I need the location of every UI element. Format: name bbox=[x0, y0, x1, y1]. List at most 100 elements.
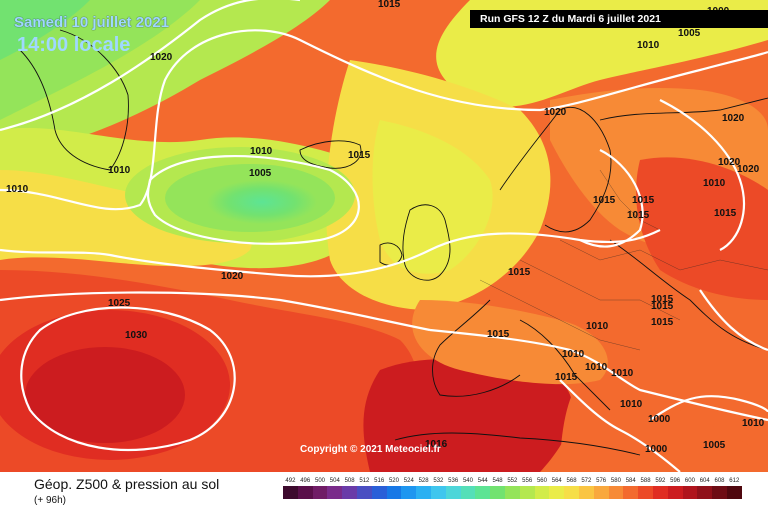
scale-cell: 612 bbox=[726, 477, 742, 499]
scale-swatch bbox=[534, 486, 550, 499]
isobar-label: 1015 bbox=[378, 0, 401, 10]
isobar-label: 1016 bbox=[425, 439, 448, 450]
scale-swatch bbox=[371, 486, 387, 499]
scale-label: 608 bbox=[714, 478, 725, 484]
isobar-label: 1015 bbox=[632, 195, 655, 206]
scale-label: 588 bbox=[640, 478, 651, 484]
isobar-label: 1010 bbox=[108, 165, 131, 176]
scale-swatch bbox=[682, 486, 698, 499]
scale-label: 564 bbox=[551, 478, 562, 484]
scale-label: 612 bbox=[729, 478, 740, 484]
isobar-label: 1015 bbox=[714, 208, 737, 219]
run-banner: Run GFS 12 Z du Mardi 6 juillet 2021 bbox=[470, 10, 768, 28]
scale-swatch bbox=[416, 486, 431, 499]
isobar-label: 1005 bbox=[678, 28, 701, 39]
scale-cell: 516 bbox=[371, 477, 387, 499]
isobar-label: 1025 bbox=[108, 298, 131, 309]
scale-cell: 564 bbox=[549, 477, 565, 499]
scale-cell: 604 bbox=[697, 477, 713, 499]
scale-swatch bbox=[593, 486, 609, 499]
scale-swatch bbox=[490, 486, 505, 499]
isobar-label: 1010 bbox=[620, 399, 643, 410]
scale-swatch bbox=[297, 486, 313, 499]
scale-cell: 524 bbox=[401, 477, 417, 499]
scale-cell: 592 bbox=[652, 477, 668, 499]
field-red-africa bbox=[363, 359, 573, 472]
field-orange-europe bbox=[412, 300, 608, 385]
scale-cell: 544 bbox=[475, 477, 491, 499]
scale-swatch bbox=[726, 486, 742, 499]
scale-swatch bbox=[623, 486, 639, 499]
isobar-label: 1015 bbox=[508, 267, 531, 278]
isobar-labels: 1015 1000 1005 1010 1020 1010 1015 1005 … bbox=[6, 0, 765, 455]
forecast-range: (+ 96h) bbox=[34, 495, 66, 506]
scale-label: 524 bbox=[403, 478, 414, 484]
scale-label: 604 bbox=[699, 478, 710, 484]
isobar-label: 1020 bbox=[737, 164, 760, 175]
scale-cell: 600 bbox=[682, 477, 698, 499]
scale-label: 548 bbox=[492, 478, 503, 484]
scale-cell: 552 bbox=[504, 477, 520, 499]
scale-swatch bbox=[475, 486, 491, 499]
scale-label: 552 bbox=[507, 478, 518, 484]
borders bbox=[479, 169, 768, 351]
isobar-label: 1000 bbox=[648, 414, 671, 425]
scale-label: 568 bbox=[566, 478, 577, 484]
isobar-label: 1010 bbox=[562, 349, 585, 360]
scale-swatch bbox=[667, 486, 683, 499]
scale-label: 528 bbox=[418, 478, 429, 484]
scale-label: 536 bbox=[448, 478, 459, 484]
field-green-dark bbox=[0, 0, 90, 60]
scale-label: 532 bbox=[433, 478, 444, 484]
scale-swatch bbox=[327, 486, 343, 499]
field-yellow-band bbox=[0, 170, 252, 267]
isobar-label: 1020 bbox=[544, 107, 567, 118]
scale-swatch bbox=[549, 486, 565, 499]
scale-cell: 580 bbox=[608, 477, 624, 499]
low-core bbox=[207, 180, 317, 224]
isobar-label: 1015 bbox=[593, 195, 616, 206]
scale-label: 556 bbox=[522, 478, 533, 484]
scale-cell: 512 bbox=[356, 477, 372, 499]
scale-swatch bbox=[608, 486, 624, 499]
scale-swatch bbox=[445, 486, 461, 499]
legend-footer: Géop. Z500 & pression au sol (+ 96h) 492… bbox=[0, 472, 768, 512]
scale-cell: 556 bbox=[519, 477, 535, 499]
scale-cell: 588 bbox=[638, 477, 653, 499]
scale-swatch bbox=[430, 486, 446, 499]
scale-label: 600 bbox=[684, 478, 695, 484]
isobar-label: 1020 bbox=[718, 157, 741, 168]
scale-swatch bbox=[638, 486, 653, 499]
scale-swatch bbox=[312, 486, 328, 499]
isobar-label: 1010 bbox=[742, 418, 765, 429]
scale-label: 516 bbox=[374, 478, 385, 484]
scale-cell: 508 bbox=[342, 477, 357, 499]
scale-label: 496 bbox=[300, 478, 311, 484]
scale-label: 500 bbox=[314, 478, 325, 484]
isobar-label: 1010 bbox=[586, 321, 609, 332]
isobar-label: 1015 bbox=[651, 317, 674, 328]
geopotential-field: 1015 1000 1005 1010 1020 1010 1015 1005 … bbox=[0, 0, 768, 472]
scale-cell: 560 bbox=[534, 477, 550, 499]
scale-cell: 520 bbox=[386, 477, 402, 499]
scale-cell: 608 bbox=[712, 477, 727, 499]
scale-swatch bbox=[564, 486, 579, 499]
scale-cell: 500 bbox=[312, 477, 328, 499]
isobar-label: 1020 bbox=[722, 113, 745, 124]
scale-cell: 576 bbox=[593, 477, 609, 499]
scale-label: 596 bbox=[670, 478, 681, 484]
scale-swatch bbox=[460, 486, 476, 499]
map-title: Géop. Z500 & pression au sol bbox=[34, 476, 220, 492]
copyright: Copyright © 2021 Meteociel.fr bbox=[300, 444, 441, 455]
scale-label: 576 bbox=[596, 478, 607, 484]
scale-swatch bbox=[519, 486, 535, 499]
scale-cell: 492 bbox=[283, 477, 298, 499]
scale-swatch bbox=[342, 486, 357, 499]
isobar-label: 1010 bbox=[637, 40, 660, 51]
isobar-label: 1015 bbox=[627, 210, 650, 221]
scale-label: 584 bbox=[625, 478, 636, 484]
scale-label: 592 bbox=[655, 478, 666, 484]
coastlines bbox=[19, 29, 768, 456]
scale-cell: 540 bbox=[460, 477, 476, 499]
scale-swatch bbox=[401, 486, 417, 499]
